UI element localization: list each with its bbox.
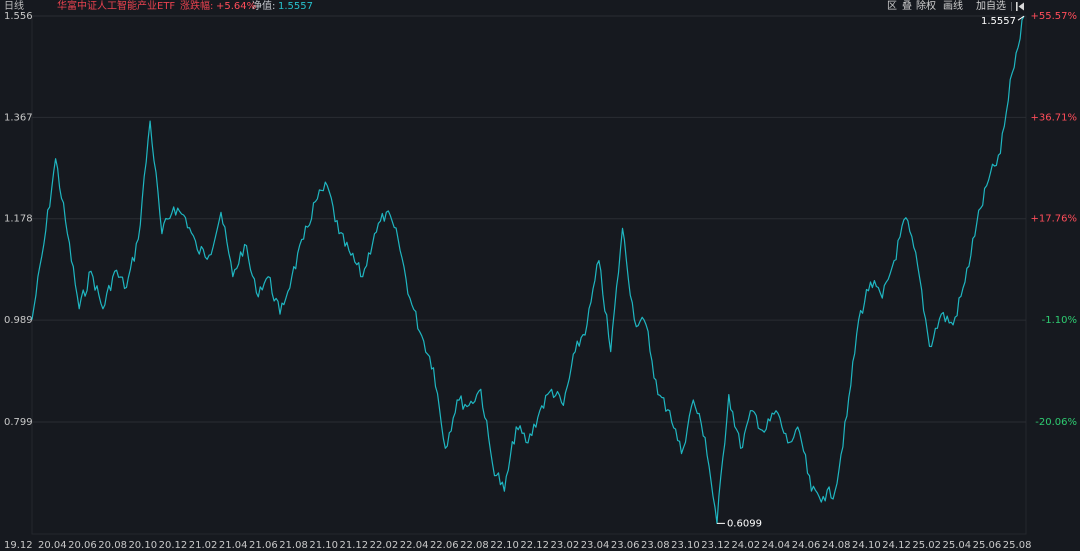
x-tick-label: 23.06 [611,540,640,551]
x-tick-label: 22.12 [520,540,549,551]
plot-frame [31,15,1027,535]
x-tick-label: 23.04 [581,540,610,551]
x-tick-label: 21.08 [279,540,308,551]
x-axis-ticks: 19.12 20.04 20.06 20.08 20.10 20.12 21.02 21.04… [4,540,1031,551]
percent-tick-label: +55.57% [1030,11,1077,22]
x-tick-label: 19.12 [4,540,33,551]
y-axis-ticks: 1.556 1.367 1.178 0.989 0.799 [4,11,33,428]
x-tick-label: 21.10 [309,540,338,551]
grid-lines [31,15,1027,535]
x-tick-label: 21.04 [219,540,248,551]
y-tick-label: 0.799 [4,417,33,428]
percent-tick-label: -20.06% [1035,417,1077,428]
x-tick-label: 23.12 [701,540,730,551]
x-tick-label: 25.04 [943,540,972,551]
add-watchlist-button[interactable]: 加自选 [976,1,1006,12]
x-tick-label: 24.04 [762,540,791,551]
x-tick-label: 24.10 [852,540,881,551]
percent-tick-label: -1.10% [1042,315,1077,326]
x-tick-label: 23.08 [641,540,670,551]
nav-value: 1.5557 [278,1,313,12]
x-tick-label: 22.08 [460,540,489,551]
min-value-label: 0.6099 [727,518,762,529]
x-tick-label: 25.08 [1003,540,1032,551]
y-tick-label: 1.556 [4,11,33,22]
jump-to-end-icon[interactable] [1016,2,1026,11]
overlay-button[interactable]: 叠 [902,1,912,12]
x-tick-label: 20.10 [128,540,157,551]
change-label: 涨跌幅: [180,1,214,12]
nav-series-line [31,15,1025,524]
latest-marker-line [1017,15,1025,21]
info-bar: 日线 华富中证人工智能产业ETF 涨跌幅: +5.64% 净值: 1.5557 … [0,0,1080,13]
x-tick-label: 25.06 [973,540,1002,551]
draw-line-button[interactable]: 画线 [943,1,963,12]
x-tick-label: 21.06 [249,540,278,551]
percent-tick-label: +17.76% [1030,214,1077,225]
fund-name: 华富中证人工智能产业ETF [57,1,176,12]
period-label[interactable]: 日线 [4,1,24,12]
x-tick-label: 24.06 [792,540,821,551]
x-tick-label: 20.08 [98,540,127,551]
percent-axis-ticks: +55.57% +36.71% +17.76% -1.10% -20.06% [1030,11,1077,428]
x-tick-label: 22.06 [430,540,459,551]
x-tick-label: 23.10 [671,540,700,551]
change-value: +5.64% [216,1,257,12]
percent-tick-label: +36.71% [1030,112,1077,123]
nav-label: 净值: [252,1,276,12]
x-tick-label: 22.04 [400,540,429,551]
latest-value-label: 1.5557 [981,16,1016,27]
x-tick-label: 25.02 [912,540,941,551]
y-tick-label: 1.367 [4,112,33,123]
x-tick-label: 24.08 [822,540,851,551]
x-tick-label: 20.06 [68,540,97,551]
x-tick-label: 20.12 [159,540,188,551]
x-tick-label: 21.12 [340,540,369,551]
x-tick-label: 22.02 [370,540,399,551]
range-button[interactable]: 区 [887,1,897,12]
x-tick-label: 24.02 [731,540,760,551]
ex-rights-button[interactable]: 除权 [916,1,936,12]
x-tick-label: 21.02 [189,540,218,551]
toolbar-divider [1011,2,1012,11]
y-tick-label: 0.989 [4,315,33,326]
x-tick-label: 23.02 [551,540,580,551]
annotations: 1.5557 0.6099 [716,15,1025,529]
y-tick-label: 1.178 [4,214,33,225]
x-tick-label: 22.10 [490,540,519,551]
x-tick-label: 24.12 [882,540,911,551]
x-tick-label: 20.04 [38,540,67,551]
